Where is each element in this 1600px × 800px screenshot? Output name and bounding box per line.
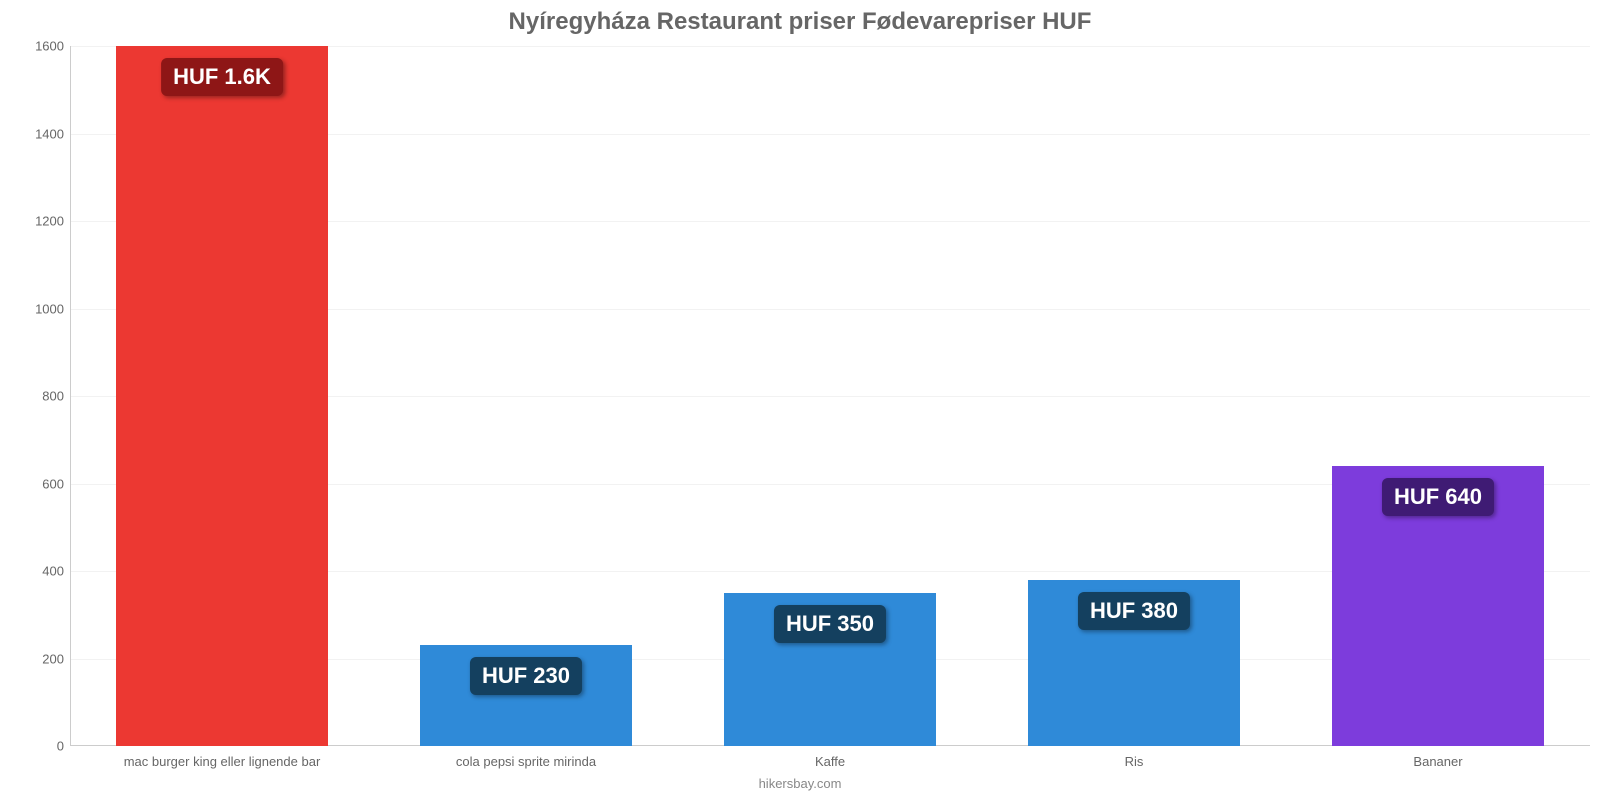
chart-title: Nyíregyháza Restaurant priser Fødevarepr… — [0, 8, 1600, 36]
price-bar-chart: Nyíregyháza Restaurant priser Fødevarepr… — [0, 0, 1600, 800]
x-tick-label: cola pepsi sprite mirinda — [456, 754, 596, 769]
y-tick-label: 1600 — [35, 39, 64, 54]
attribution-text: hikersbay.com — [0, 776, 1600, 791]
bar-value-label: HUF 230 — [470, 657, 582, 695]
y-axis-line — [70, 46, 71, 746]
bar — [116, 46, 329, 746]
y-tick-label: 1400 — [35, 126, 64, 141]
y-tick-label: 1200 — [35, 214, 64, 229]
y-tick-label: 0 — [57, 739, 64, 754]
x-tick-label: Ris — [1125, 754, 1144, 769]
bar-value-label: HUF 640 — [1382, 478, 1494, 516]
y-tick-label: 1000 — [35, 301, 64, 316]
y-tick-label: 800 — [42, 389, 64, 404]
bar-value-label: HUF 380 — [1078, 592, 1190, 630]
y-tick-label: 400 — [42, 564, 64, 579]
x-tick-label: mac burger king eller lignende bar — [124, 754, 321, 769]
y-tick-label: 200 — [42, 651, 64, 666]
bar-value-label: HUF 1.6K — [161, 58, 283, 96]
bar-value-label: HUF 350 — [774, 605, 886, 643]
x-tick-label: Kaffe — [815, 754, 845, 769]
y-tick-label: 600 — [42, 476, 64, 491]
x-tick-label: Bananer — [1413, 754, 1462, 769]
plot-area: 02004006008001000120014001600HUF 1.6Kmac… — [70, 46, 1590, 746]
